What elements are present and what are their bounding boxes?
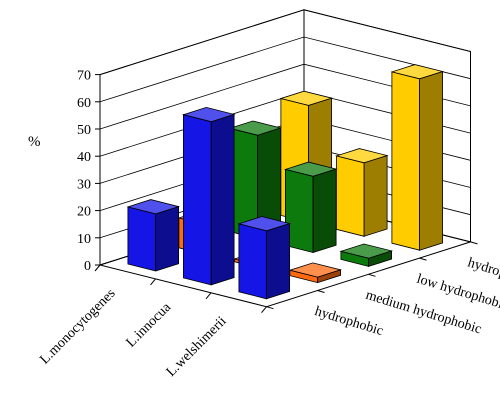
- y-tick-label: 40: [77, 150, 91, 165]
- bar-hydrophobic-2: [237, 216, 292, 300]
- z-tick-mark: [470, 241, 478, 245]
- bar-low-hydrophobic-0: [228, 120, 283, 240]
- y-axis-label: %: [28, 134, 41, 150]
- bar-side: [155, 206, 180, 272]
- x-tick-mark: [205, 292, 212, 300]
- x-tick-mark: [150, 278, 156, 286]
- bar-low-hydrophobic-1: [283, 161, 338, 254]
- bar-hydrophobic-0: [126, 199, 181, 272]
- z-tick-mark: [368, 273, 376, 277]
- bar-top: [288, 262, 343, 278]
- bar-top: [334, 148, 389, 164]
- bar-front: [127, 206, 157, 272]
- bar-top: [390, 64, 445, 80]
- bar-top: [126, 199, 181, 215]
- category-label: L.monocytogenes: [37, 286, 118, 367]
- x-tick-mark: [94, 264, 101, 272]
- bar-top: [228, 120, 283, 136]
- gridline: [99, 9, 471, 75]
- bar-front: [391, 71, 421, 251]
- series-label: hydrophobic: [313, 304, 385, 339]
- z-tick-mark: [419, 257, 427, 261]
- bar-hydrophobic-1: [181, 106, 236, 286]
- chart-bars: [126, 64, 445, 300]
- bar-hydrophilic-2: [390, 64, 445, 251]
- bar-side: [210, 113, 235, 286]
- bar-medium-hydrophobic-2: [288, 262, 343, 284]
- bar-front: [182, 114, 212, 286]
- bar-hydrophilic-1: [334, 148, 389, 237]
- category-label: L.innocua: [124, 300, 175, 351]
- category-label: L.welshimerii: [164, 314, 230, 380]
- bar-side: [419, 70, 444, 251]
- y-tick-label: 50: [77, 123, 91, 138]
- bar-front: [238, 223, 268, 300]
- bar-top: [283, 161, 338, 177]
- y-tick-label: 60: [77, 96, 91, 111]
- z-tick-mark: [317, 290, 325, 293]
- bar-side: [312, 168, 337, 254]
- y-tick-label: 30: [77, 177, 91, 192]
- x-tick-mark: [261, 306, 267, 314]
- bar-top: [279, 90, 334, 106]
- bar-side: [363, 154, 388, 237]
- bar-front: [335, 155, 365, 237]
- y-tick-label: 10: [77, 232, 91, 247]
- z-tick-mark: [266, 306, 274, 310]
- bar-side: [266, 222, 291, 300]
- y-tick-label: 70: [77, 69, 91, 84]
- y-tick-label: 20: [77, 205, 91, 220]
- series-label: hydrophilic: [466, 255, 500, 288]
- bar-top: [237, 216, 292, 232]
- bar-top: [339, 243, 394, 259]
- y-tick-label: 0: [84, 259, 91, 274]
- bar-low-hydrophobic-2: [339, 243, 394, 267]
- bar-top: [181, 106, 236, 123]
